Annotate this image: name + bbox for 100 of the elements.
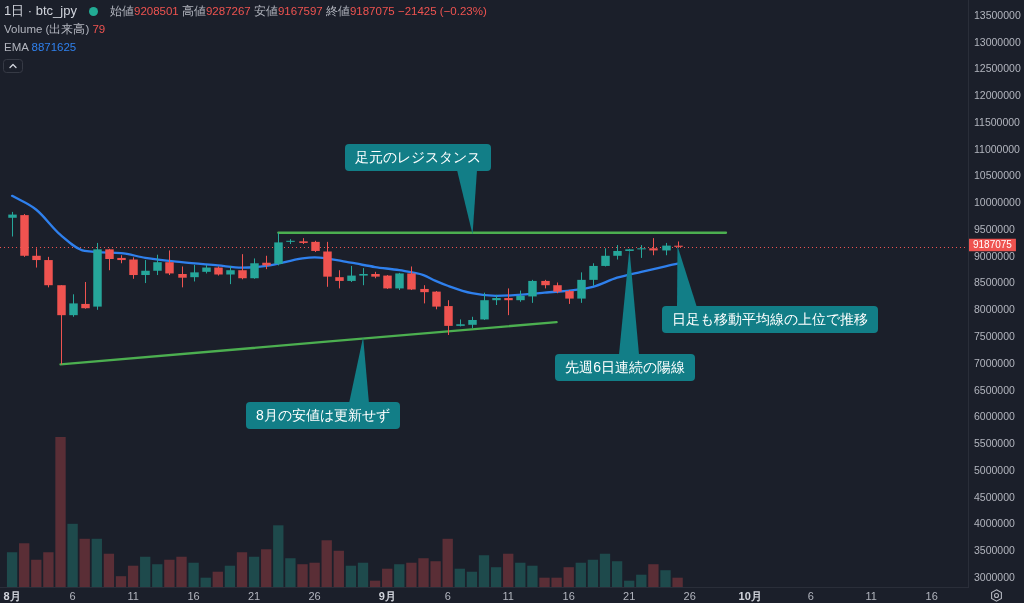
line-series: [10, 194, 679, 298]
bar: [357, 562, 369, 587]
candlestick: [528, 279, 537, 304]
annotation: 8月の安値は更新せず: [256, 407, 390, 424]
y-tick-label: 8500000: [974, 276, 1016, 289]
y-tick-label: 7000000: [974, 356, 1016, 369]
x-tick-label: 6: [69, 589, 76, 602]
bar: [636, 574, 647, 587]
bar: [394, 564, 405, 587]
bar: [490, 567, 502, 587]
annotation: EMA 8871625: [4, 41, 77, 53]
bar: [660, 570, 671, 587]
bar: [648, 564, 659, 587]
bar: [6, 552, 18, 587]
candlestick: [250, 257, 259, 280]
x-tick-label: 16: [562, 589, 575, 602]
y-tick-label: 7500000: [974, 330, 1016, 342]
bar: [624, 580, 635, 587]
bar: [19, 543, 30, 587]
bar: [478, 555, 490, 587]
y-tick-label: 12500000: [974, 62, 1021, 75]
x-tick-label: 21: [623, 589, 636, 602]
bar: [563, 567, 574, 587]
x-tick-label: 6: [807, 589, 814, 602]
x-tick-label: 10月: [738, 589, 762, 602]
candlestick: [178, 265, 187, 288]
candlestick: [637, 244, 646, 259]
candlestick: [165, 249, 174, 276]
bar: [333, 550, 344, 587]
candlestick: [589, 262, 598, 287]
candlestick: [8, 211, 17, 238]
bar: [224, 565, 236, 587]
chart-title: 1日 · btc_jpy: [4, 3, 77, 18]
callout-bubble: 先週6日連続の陽線: [555, 354, 695, 381]
candlestick: [407, 265, 416, 291]
y-tick-label: 3500000: [974, 544, 1016, 557]
bar: [152, 564, 163, 587]
y-tick-label: 11000000: [974, 142, 1021, 155]
x-tick-label: 8月: [3, 589, 21, 602]
candlestick: [274, 232, 283, 266]
bar: [369, 580, 381, 587]
bar: [67, 523, 78, 587]
annotation: 日足も移動平均線の上位で推移: [671, 311, 868, 328]
candlestick: [238, 253, 247, 280]
bar: [599, 553, 611, 587]
bar: [527, 565, 538, 587]
candlestick: [141, 259, 150, 284]
y-tick-label: 9500000: [974, 222, 1016, 235]
bar: [672, 577, 683, 587]
y-tick-label: 11500000: [974, 115, 1021, 128]
y-tick-label: 4500000: [974, 490, 1016, 503]
y-tick-label: 13000000: [974, 35, 1021, 48]
x-tick-label: 9月: [378, 589, 396, 602]
candlestick: [444, 299, 453, 336]
bar: [382, 568, 393, 587]
bar: [575, 562, 586, 587]
bar: [345, 565, 357, 587]
x-tick-label: 6: [444, 589, 451, 602]
candlestick: [335, 269, 344, 289]
bar: [285, 558, 296, 587]
y-tick-label: 5000000: [974, 463, 1016, 476]
y-tick-label: 6500000: [974, 383, 1016, 396]
y-tick-label: 10000000: [974, 196, 1021, 209]
bar: [103, 553, 115, 587]
bar: [611, 561, 623, 587]
candlestick: [69, 293, 78, 318]
candlestick: [577, 271, 586, 304]
bar: [503, 553, 514, 587]
bar: [236, 552, 248, 587]
y-tick-label: 9000000: [974, 249, 1016, 262]
annotation: 足元のレジスタンス: [354, 149, 481, 166]
candlestick: [432, 290, 441, 310]
y-tick-label: 3000000: [974, 570, 1016, 583]
x-tick-label: 16: [925, 589, 938, 602]
x-tick-label: 21: [247, 589, 261, 602]
y-tick-label: 5500000: [974, 437, 1016, 450]
y-tick-label: 13500000: [974, 8, 1021, 21]
bar: [466, 571, 478, 587]
y-tick-label: 6000000: [974, 410, 1016, 423]
y-tick-label: 12000000: [974, 89, 1021, 102]
bar: [248, 556, 260, 587]
bar: [454, 568, 465, 587]
bar: [79, 538, 90, 587]
y-tick-label: 4000000: [974, 517, 1016, 530]
x-tick-label: 16: [187, 589, 200, 602]
bar: [115, 576, 127, 587]
candlestick: [153, 254, 162, 276]
bar: [188, 562, 199, 587]
candlestick: [504, 287, 513, 316]
y-tick-label: 8000000: [974, 303, 1016, 316]
x-tick-label: 11: [127, 589, 139, 602]
y-tick-label: 10500000: [974, 169, 1021, 182]
bar: [261, 549, 272, 587]
bar: [140, 556, 151, 587]
bar: [127, 565, 139, 587]
bar: [515, 562, 526, 587]
candlestick: [480, 292, 489, 321]
bar: [587, 559, 599, 587]
x-tick-label: 26: [683, 589, 696, 602]
x-tick-label: 26: [308, 589, 321, 602]
